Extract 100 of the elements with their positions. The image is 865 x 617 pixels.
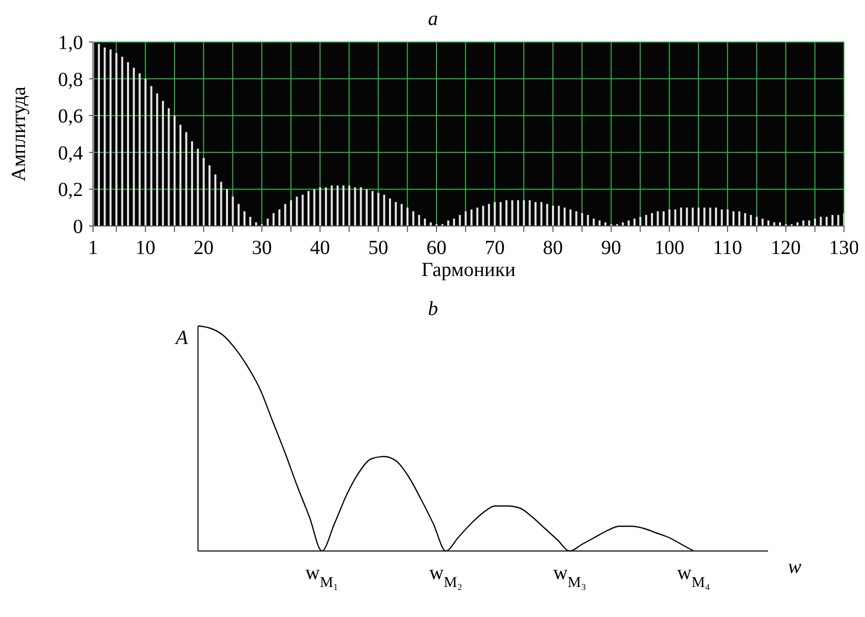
bar	[185, 132, 188, 226]
bar	[586, 214, 589, 226]
y-tick-label: 0,2	[58, 179, 83, 202]
bar	[720, 209, 723, 226]
bar	[656, 211, 659, 226]
bar	[110, 49, 112, 226]
bar	[802, 220, 804, 226]
bar	[528, 200, 531, 226]
y-tick-label: 0,4	[58, 142, 83, 164]
bar	[226, 189, 228, 226]
x-tick-label: 100	[654, 237, 684, 259]
bar	[628, 220, 630, 226]
bar	[517, 200, 520, 226]
bar	[115, 53, 118, 226]
bar	[558, 206, 560, 226]
bar	[744, 213, 746, 226]
bar	[564, 208, 566, 226]
bar	[406, 208, 408, 226]
bar	[598, 220, 601, 226]
bar	[750, 214, 752, 226]
bar	[808, 220, 810, 226]
bar	[831, 214, 834, 226]
bar	[505, 200, 508, 226]
chart-title: a	[427, 8, 439, 30]
bar	[522, 200, 525, 226]
bar	[232, 196, 234, 226]
bar	[552, 206, 554, 226]
bar	[569, 209, 572, 226]
x-tick-label: 90	[601, 237, 622, 259]
bar	[313, 189, 316, 226]
bar	[698, 208, 700, 226]
bar	[686, 208, 688, 226]
x-tick-label: w$_{M₄}$	[677, 562, 710, 591]
bar	[366, 189, 368, 226]
bar	[383, 194, 386, 226]
bar	[377, 192, 380, 226]
bar	[692, 208, 694, 226]
x-tick-label: w$_{M₃}$	[553, 562, 586, 591]
bar	[202, 158, 205, 226]
x-tick-label: 40	[310, 237, 330, 259]
bar	[174, 116, 176, 226]
bar	[546, 204, 548, 226]
bar	[150, 86, 152, 226]
bar	[650, 213, 653, 226]
y-tick-label: 0	[73, 216, 83, 238]
bar	[767, 220, 770, 226]
chart-title: b	[427, 298, 439, 320]
bar	[592, 218, 595, 226]
bar	[680, 208, 682, 226]
bar	[243, 211, 246, 226]
x-tick-label: 1	[88, 237, 98, 259]
bar	[342, 186, 344, 226]
bar	[464, 211, 467, 226]
bar	[634, 218, 636, 226]
bar	[156, 94, 158, 226]
bar	[214, 174, 216, 226]
y-axis-title: Амплитуда	[8, 86, 30, 182]
x-tick-label: 110	[712, 237, 742, 259]
x-axis-title: Гармоники	[421, 259, 516, 281]
bar	[360, 187, 362, 226]
x-tick-label: 20	[194, 237, 214, 259]
bar	[540, 202, 542, 226]
bar	[266, 218, 269, 226]
bar	[732, 211, 734, 226]
bar	[488, 204, 490, 226]
x-tick-label: 80	[542, 237, 563, 259]
bar	[179, 124, 182, 226]
bar	[581, 213, 584, 226]
bar	[290, 200, 292, 226]
bar	[319, 187, 322, 226]
bar	[726, 209, 729, 226]
bar	[220, 182, 222, 226]
bar	[709, 208, 712, 226]
bar	[284, 204, 286, 226]
bar	[132, 68, 135, 226]
x-axis-title: w	[788, 556, 802, 578]
bar	[674, 209, 676, 226]
bar	[470, 209, 472, 226]
bar	[639, 216, 642, 226]
y-tick-label: 0,6	[58, 106, 83, 128]
bar	[494, 202, 496, 226]
bar	[144, 78, 146, 226]
bar	[208, 165, 211, 226]
bar	[388, 198, 391, 226]
bar	[814, 218, 816, 226]
bar	[127, 62, 130, 226]
bar	[372, 191, 374, 226]
x-tick-label: 60	[426, 237, 446, 259]
bar	[307, 191, 310, 226]
bar	[302, 194, 304, 226]
bar	[738, 211, 740, 226]
bar	[238, 204, 240, 226]
bar	[296, 196, 298, 226]
bar	[98, 44, 100, 226]
y-tick-label: 0,8	[58, 68, 83, 91]
x-tick-label: 10	[135, 237, 156, 259]
bar	[138, 73, 141, 226]
bar	[500, 202, 502, 226]
bar	[511, 200, 514, 226]
bar	[837, 214, 840, 226]
